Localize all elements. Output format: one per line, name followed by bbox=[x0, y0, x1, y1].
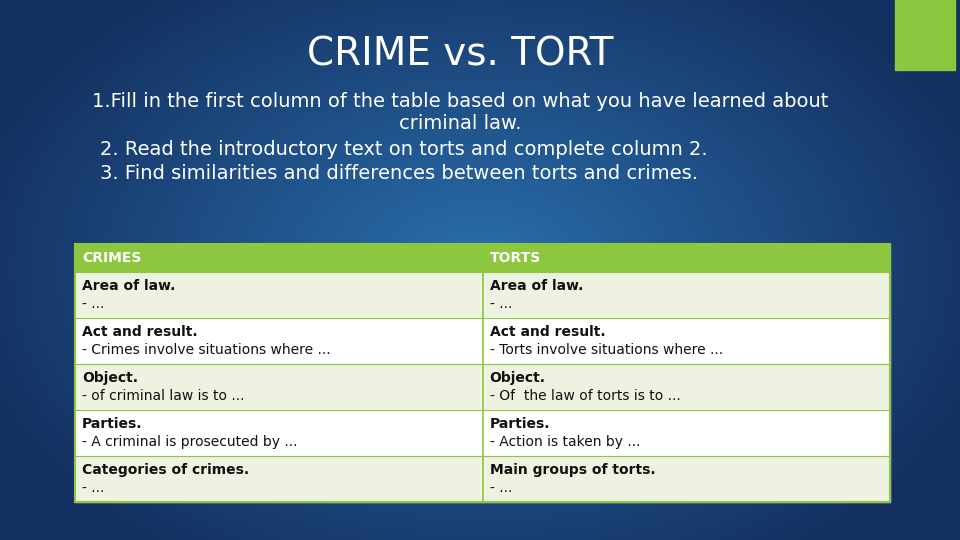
Text: Main groups of torts.: Main groups of torts. bbox=[490, 463, 655, 477]
Text: CRIME vs. TORT: CRIME vs. TORT bbox=[307, 35, 613, 73]
Text: 1.Fill in the first column of the table based on what you have learned about: 1.Fill in the first column of the table … bbox=[92, 92, 828, 111]
Bar bbox=[75, 410, 483, 456]
Text: criminal law.: criminal law. bbox=[398, 114, 521, 133]
Text: Object.: Object. bbox=[490, 371, 545, 385]
Text: Parties.: Parties. bbox=[490, 417, 550, 431]
Bar bbox=[75, 272, 483, 318]
Text: Act and result.: Act and result. bbox=[82, 325, 198, 339]
Bar bbox=[483, 244, 890, 272]
Bar bbox=[483, 272, 890, 318]
Text: CRIMES: CRIMES bbox=[82, 251, 141, 265]
Bar bbox=[895, 0, 955, 70]
Text: - ...: - ... bbox=[490, 481, 512, 495]
Text: - Of  the law of torts is to ...: - Of the law of torts is to ... bbox=[490, 389, 681, 403]
Text: Parties.: Parties. bbox=[82, 417, 142, 431]
Text: TORTS: TORTS bbox=[490, 251, 540, 265]
Bar bbox=[483, 410, 890, 456]
Text: Area of law.: Area of law. bbox=[490, 279, 583, 293]
Bar bbox=[483, 364, 890, 410]
Text: 3. Find similarities and differences between torts and crimes.: 3. Find similarities and differences bet… bbox=[100, 164, 698, 183]
Text: - A criminal is prosecuted by ...: - A criminal is prosecuted by ... bbox=[82, 435, 298, 449]
Text: - ...: - ... bbox=[490, 297, 512, 311]
Bar bbox=[75, 244, 483, 272]
Text: - Action is taken by ...: - Action is taken by ... bbox=[490, 435, 640, 449]
Bar bbox=[75, 244, 890, 502]
Text: Categories of crimes.: Categories of crimes. bbox=[82, 463, 250, 477]
Bar bbox=[483, 456, 890, 502]
Bar bbox=[75, 318, 483, 364]
Text: 2. Read the introductory text on torts and complete column 2.: 2. Read the introductory text on torts a… bbox=[100, 140, 708, 159]
Text: Area of law.: Area of law. bbox=[82, 279, 176, 293]
Text: - ...: - ... bbox=[82, 297, 105, 311]
Bar bbox=[75, 456, 483, 502]
Text: - of criminal law is to ...: - of criminal law is to ... bbox=[82, 389, 245, 403]
Text: Object.: Object. bbox=[82, 371, 138, 385]
Text: - ...: - ... bbox=[82, 481, 105, 495]
Text: - Torts involve situations where ...: - Torts involve situations where ... bbox=[490, 343, 723, 357]
Text: Act and result.: Act and result. bbox=[490, 325, 605, 339]
Text: - Crimes involve situations where ...: - Crimes involve situations where ... bbox=[82, 343, 330, 357]
Bar bbox=[483, 318, 890, 364]
Bar bbox=[75, 364, 483, 410]
